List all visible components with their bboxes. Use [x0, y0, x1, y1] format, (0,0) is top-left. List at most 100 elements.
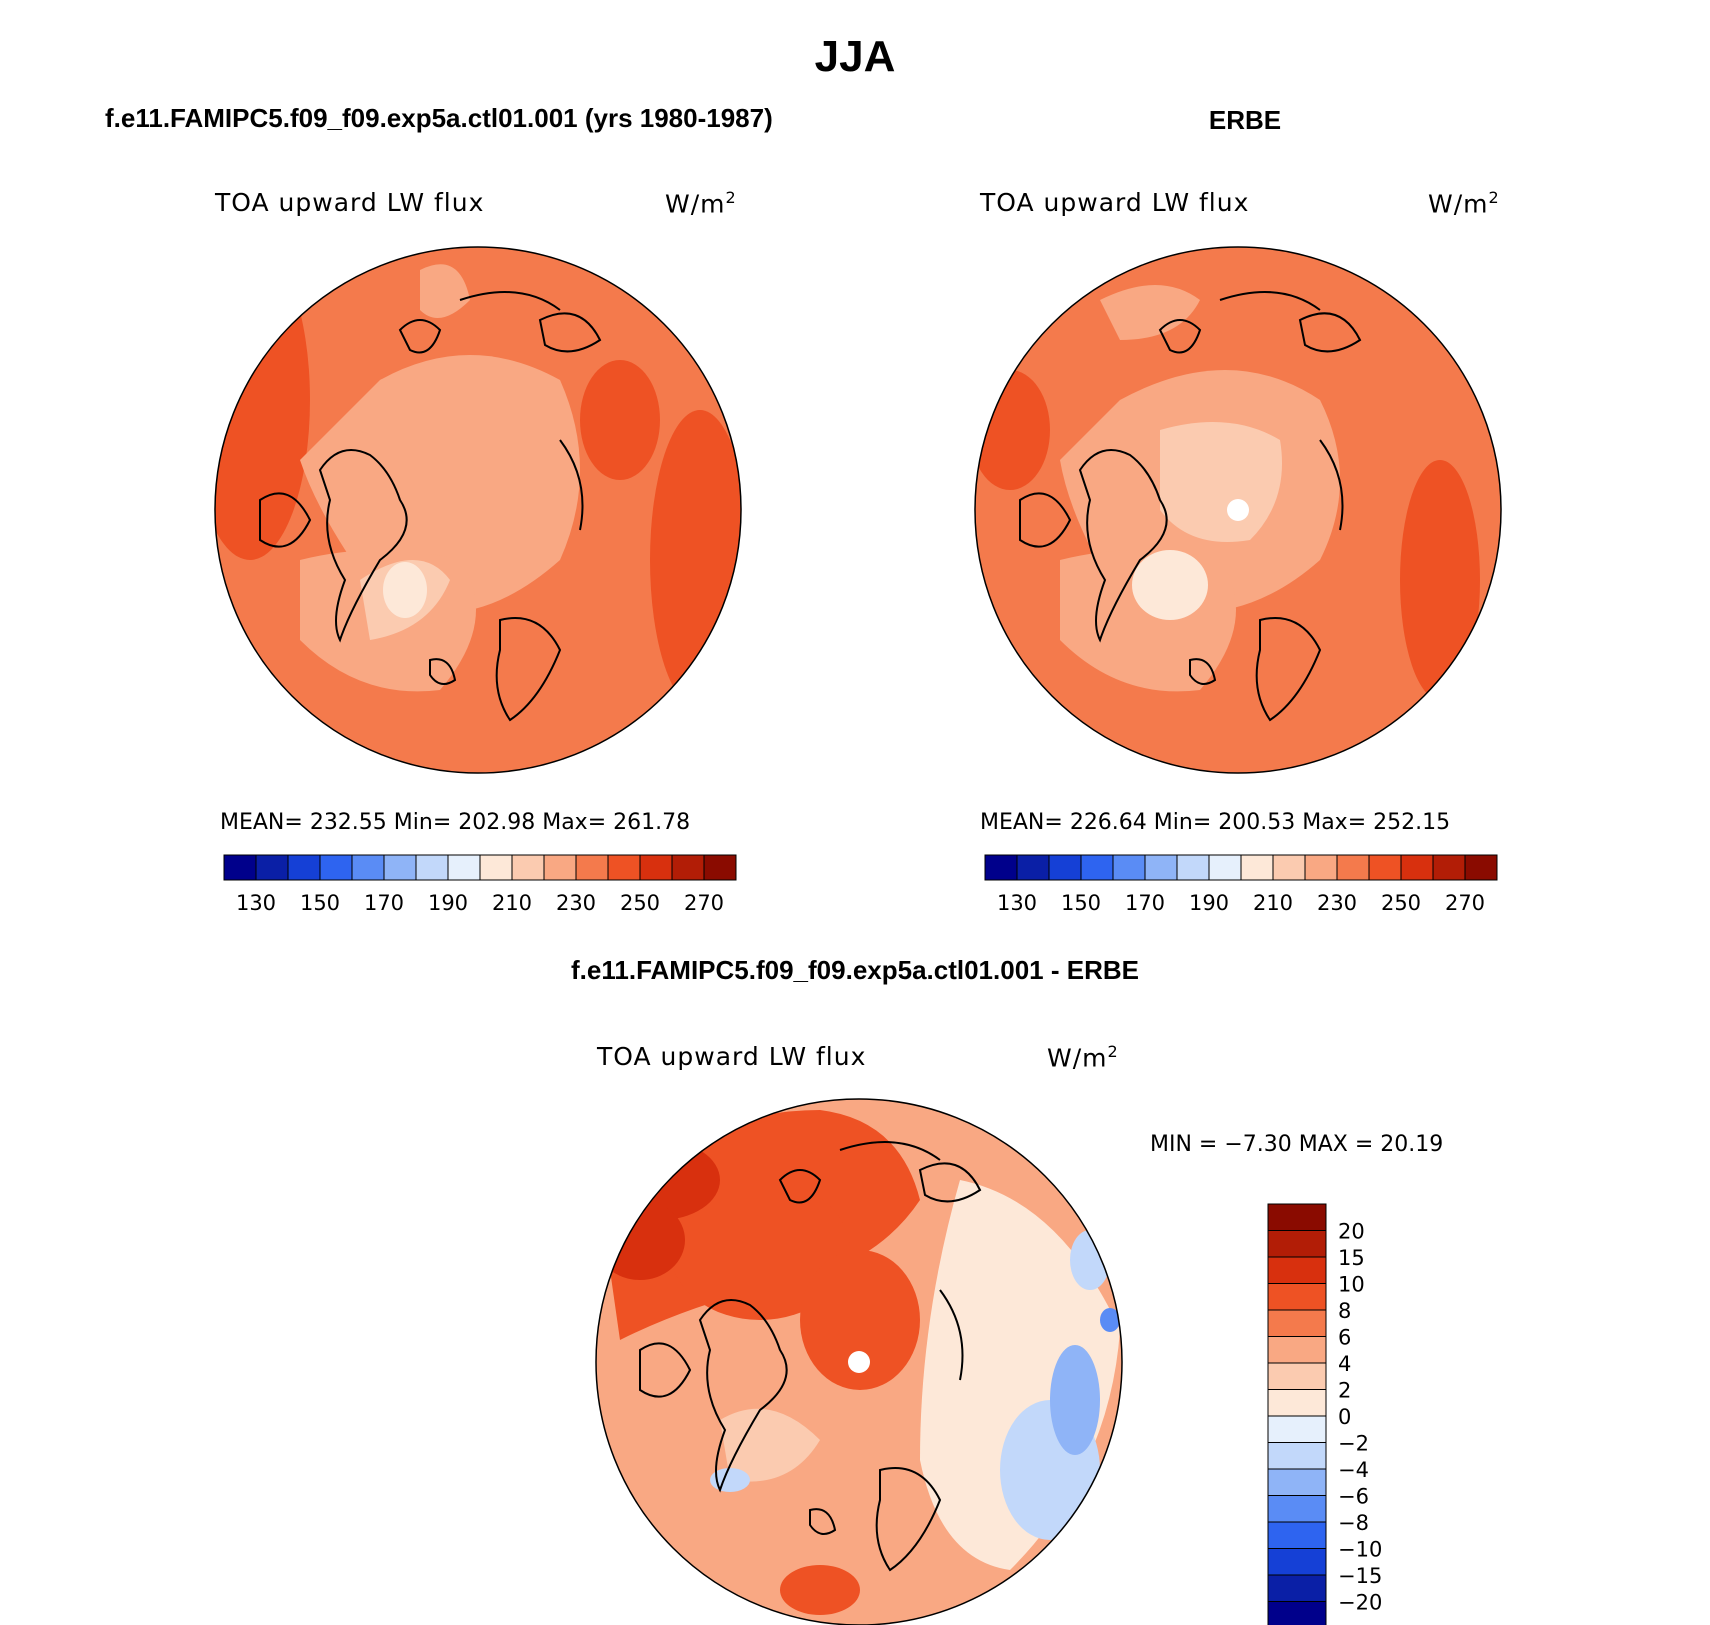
model-colorbar-box	[575, 854, 609, 881]
obs-colorbar-box	[1144, 854, 1178, 881]
model-colorbar-box	[287, 854, 321, 881]
obs-colorbar-box	[984, 854, 1018, 881]
diff-colorbar-box	[1267, 1521, 1327, 1549]
model-colorbar-tick-label: 210	[492, 891, 532, 915]
diff-colorbar-tick-label: −2	[1338, 1432, 1369, 1456]
obs-colorbar: 130 150 170 190 210 230 250 270	[984, 854, 1498, 915]
diff-colorbar-box	[1267, 1601, 1327, 1625]
model-colorbar-box	[223, 854, 257, 881]
model-colorbar-box	[607, 854, 641, 881]
diff-minmax: MIN = −7.30 MAX = 20.19	[1150, 1132, 1444, 1157]
diff-colorbar-box	[1267, 1203, 1327, 1231]
model-colorbar-box	[543, 854, 577, 881]
obs-colorbar-box	[1368, 854, 1402, 881]
model-variable-label: TOA upward LW flux	[215, 188, 485, 217]
model-colorbar-box	[351, 854, 385, 881]
diff-polar-gap	[848, 1351, 870, 1373]
obs-colorbar-box	[1016, 854, 1050, 881]
obs-colorbar-box	[1080, 854, 1114, 881]
diff-colorbar-box	[1267, 1230, 1327, 1258]
diff-colorbar-box	[1267, 1548, 1327, 1576]
obs-polar-gap	[1227, 499, 1249, 521]
model-colorbar: 130 150 170 190 210 230 250 270	[223, 854, 737, 915]
obs-coastlines	[1019, 291, 1362, 722]
model-colorbar-tick-label: 130	[236, 891, 276, 915]
model-colorbar-box	[479, 854, 513, 881]
diff-colorbar-box	[1267, 1415, 1327, 1443]
obs-colorbar-box	[1240, 854, 1274, 881]
diff-colorbar-box	[1267, 1362, 1327, 1390]
diff-colorbar-box	[1267, 1309, 1327, 1337]
obs-colorbar-tick-label: 270	[1445, 891, 1485, 915]
model-colorbar-tick-label: 190	[428, 891, 468, 915]
figure-title: JJA	[814, 32, 896, 81]
obs-stats: MEAN= 226.64 Min= 200.53 Max= 252.15	[980, 810, 1451, 835]
obs-colorbar-box	[1464, 854, 1498, 881]
diff-colorbar-box	[1267, 1574, 1327, 1602]
obs-colorbar-tick-label: 230	[1317, 891, 1357, 915]
model-stats: MEAN= 232.55 Min= 202.98 Max= 261.78	[220, 810, 691, 835]
diff-colorbar-tick-label: −8	[1338, 1511, 1369, 1535]
obs-colorbar-box	[1272, 854, 1306, 881]
obs-colorbar-tick-label: 210	[1253, 891, 1293, 915]
diff-colorbar-tick-label: 4	[1338, 1352, 1351, 1376]
diff-colorbar-box	[1267, 1495, 1327, 1523]
model-colorbar-tick-label: 170	[364, 891, 404, 915]
model-colorbar-box	[703, 854, 737, 881]
model-colorbar-tick-label: 150	[300, 891, 340, 915]
diff-colorbar-tick-label: 10	[1338, 1273, 1365, 1297]
diff-colorbar-tick-label: 15	[1338, 1246, 1365, 1270]
model-colorbar-box	[319, 854, 353, 881]
diff-colorbar-tick-label: 6	[1338, 1326, 1351, 1350]
diff-colorbar-tick-label: 8	[1338, 1299, 1351, 1323]
model-colorbar-box	[447, 854, 481, 881]
diff-colorbar-box	[1267, 1389, 1327, 1417]
diff-colorbar-tick-label: −20	[1338, 1591, 1382, 1615]
obs-panel-header: ERBE	[1208, 105, 1282, 135]
diff-units-label: W/m2	[1047, 1042, 1119, 1073]
obs-colorbar-box	[1208, 854, 1242, 881]
diff-colorbar-tick-label: −15	[1338, 1564, 1382, 1588]
obs-colorbar-box	[1432, 854, 1466, 881]
diff-colorbar-tick-label: −10	[1338, 1538, 1382, 1562]
diff-colorbar-tick-label: 2	[1338, 1379, 1351, 1403]
diff-colorbar-box	[1267, 1256, 1327, 1284]
model-colorbar-tick-label: 270	[684, 891, 724, 915]
diff-colorbar-tick-label: −6	[1338, 1485, 1369, 1509]
diff-colorbar-tick-label: 0	[1338, 1405, 1351, 1429]
diff-colorbar-box	[1267, 1442, 1327, 1470]
model-colorbar-box	[671, 854, 705, 881]
model-units-label: W/m2	[665, 188, 737, 219]
model-colorbar-box	[255, 854, 289, 881]
model-colorbar-tick-label: 250	[620, 891, 660, 915]
diff-colorbar-tick-label: −4	[1338, 1458, 1369, 1482]
model-coastlines	[259, 291, 602, 722]
obs-colorbar-tick-label: 250	[1381, 891, 1421, 915]
obs-colorbar-box	[1176, 854, 1210, 881]
obs-variable-label: TOA upward LW flux	[980, 188, 1250, 217]
obs-colorbar-box	[1304, 854, 1338, 881]
model-panel-header: f.e11.FAMIPC5.f09_f09.exp5a.ctl01.001 (y…	[105, 103, 773, 133]
diff-coastlines	[639, 1141, 982, 1572]
diff-colorbar-tick-label: 20	[1338, 1220, 1365, 1244]
obs-colorbar-tick-label: 150	[1061, 891, 1101, 915]
obs-units-label: W/m2	[1428, 188, 1500, 219]
obs-colorbar-box	[1112, 854, 1146, 881]
obs-colorbar-box	[1400, 854, 1434, 881]
model-colorbar-tick-label: 230	[556, 891, 596, 915]
obs-colorbar-box	[1048, 854, 1082, 881]
diff-colorbar-box	[1267, 1468, 1327, 1496]
obs-colorbar-box	[1336, 854, 1370, 881]
obs-colorbar-tick-label: 130	[997, 891, 1037, 915]
diff-variable-label: TOA upward LW flux	[597, 1042, 867, 1071]
model-colorbar-box	[639, 854, 673, 881]
diff-colorbar-box	[1267, 1283, 1327, 1311]
model-colorbar-box	[383, 854, 417, 881]
model-colorbar-box	[511, 854, 545, 881]
obs-colorbar-tick-label: 170	[1125, 891, 1165, 915]
diff-colorbar-box	[1267, 1336, 1327, 1364]
model-colorbar-box	[415, 854, 449, 881]
obs-colorbar-tick-label: 190	[1189, 891, 1229, 915]
